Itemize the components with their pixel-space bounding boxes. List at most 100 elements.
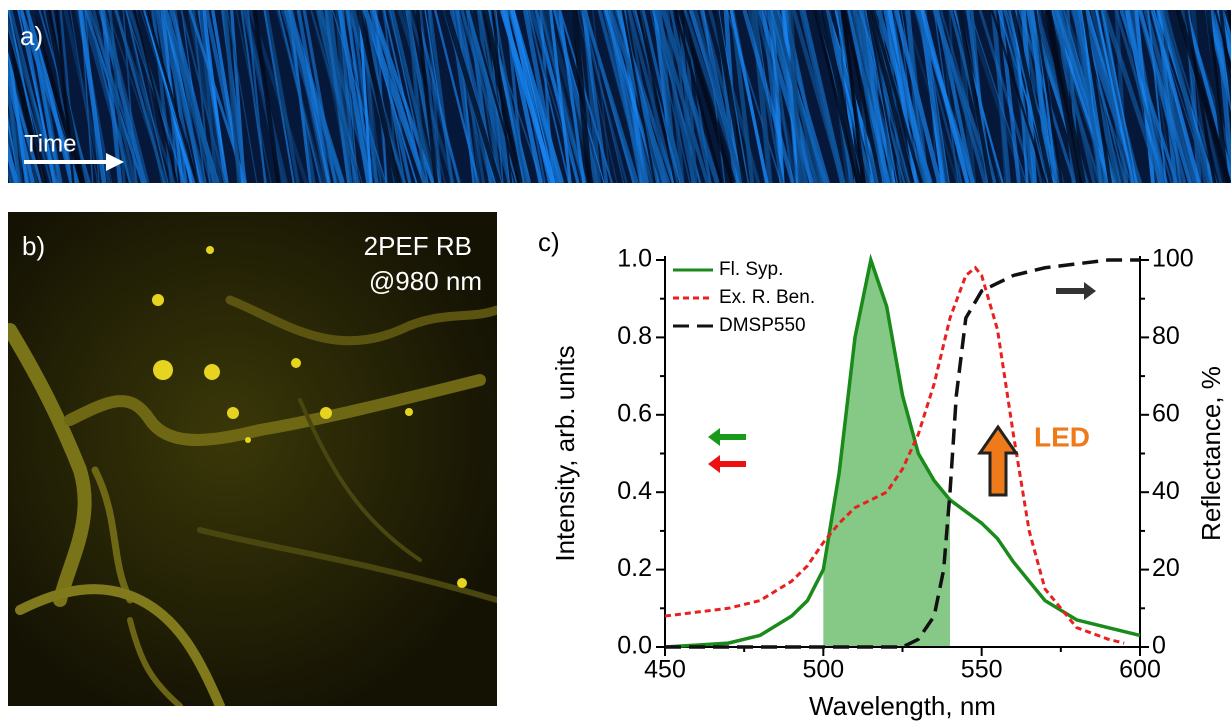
streak <box>1075 10 1104 183</box>
streak <box>106 10 167 183</box>
streak <box>904 10 930 183</box>
cell <box>152 294 164 306</box>
y2-axis-label: Reflectance, % <box>1196 366 1226 541</box>
legend-label: Ex. R. Ben. <box>719 287 815 308</box>
streak <box>611 10 662 183</box>
y2-tick-label: 0 <box>1152 632 1166 660</box>
streak <box>998 10 1021 183</box>
streak <box>752 10 773 183</box>
streak <box>922 10 950 183</box>
streak <box>342 10 359 183</box>
chart: 450 500 550 600 0.0 0.2 0.4 0.6 0.8 1.0 0 20 40 60 80 1… <box>550 245 1226 721</box>
streak-gap <box>144 10 199 183</box>
streak <box>1152 10 1209 183</box>
led-arrow <box>977 424 1019 497</box>
legend-label: Fl. Syp. <box>719 259 783 280</box>
streak <box>310 10 361 183</box>
streak-gap <box>8 30 48 183</box>
streak <box>80 10 135 183</box>
panel-label: c) <box>538 227 560 257</box>
streak <box>582 10 625 183</box>
streak <box>553 10 605 183</box>
cell <box>206 246 214 254</box>
streak-gap <box>866 10 900 183</box>
streak <box>791 10 845 183</box>
y-tick-label: 0.8 <box>617 322 652 350</box>
streak <box>769 10 809 183</box>
streak-gap <box>1205 10 1229 183</box>
left-axis-arrow <box>708 455 746 473</box>
y2-tick-label: 40 <box>1152 477 1180 505</box>
series-line <box>665 258 1140 649</box>
streak <box>693 10 744 183</box>
streak <box>69 10 99 183</box>
streak <box>8 117 21 183</box>
streak <box>100 10 123 183</box>
streak <box>903 10 959 183</box>
shaded-band <box>823 260 950 647</box>
streak-gap <box>571 10 593 183</box>
streak <box>729 10 769 183</box>
streak <box>1138 10 1192 183</box>
y2-tick-label: 20 <box>1152 554 1180 582</box>
streak <box>920 10 970 183</box>
led-label: LED <box>1034 421 1090 452</box>
streak <box>939 10 992 183</box>
cell <box>204 364 220 380</box>
streak <box>371 10 426 183</box>
y-tick-label: 0.6 <box>617 399 652 427</box>
streak <box>992 10 1009 183</box>
streak <box>577 10 618 183</box>
streak <box>324 10 351 183</box>
microscopy-background <box>8 212 497 706</box>
right-axis-arrow <box>1056 282 1096 300</box>
cell <box>245 437 251 443</box>
streak <box>772 10 822 183</box>
panel-label: a) <box>20 21 43 51</box>
streak <box>670 10 695 183</box>
streak <box>582 10 639 183</box>
streak <box>502 10 544 183</box>
streak <box>1047 10 1110 183</box>
streak <box>263 10 295 183</box>
streak <box>162 10 219 183</box>
streak <box>363 10 418 183</box>
streak <box>1021 10 1037 183</box>
streak <box>768 10 794 183</box>
streak <box>382 10 411 183</box>
streak <box>92 10 137 183</box>
streak-gap <box>870 10 923 183</box>
streak <box>534 10 580 183</box>
streak <box>1085 10 1134 183</box>
streak <box>493 10 527 183</box>
streak <box>925 10 938 183</box>
streak-gap <box>866 10 915 183</box>
streak-gap <box>1184 10 1217 183</box>
streak <box>742 10 795 183</box>
streak <box>1054 10 1115 183</box>
vessel <box>91 466 134 604</box>
x-tick-label: 450 <box>644 656 686 684</box>
x-tick-label: 500 <box>802 656 844 684</box>
streak-gap <box>252 10 281 183</box>
streak <box>859 10 911 183</box>
streak <box>337 10 371 183</box>
streak <box>898 10 920 183</box>
streak-gap <box>637 10 677 183</box>
streak <box>101 10 150 183</box>
left-axis-arrow <box>708 428 746 446</box>
streak-gap <box>133 10 178 183</box>
streak <box>1101 10 1138 183</box>
streak <box>597 10 648 183</box>
streak-gap <box>673 10 723 183</box>
streak <box>226 10 258 183</box>
streak-gap <box>820 10 862 183</box>
streak <box>1119 10 1179 183</box>
streak <box>641 10 685 183</box>
vessel <box>225 295 497 346</box>
y2-tick-label: 80 <box>1152 322 1180 350</box>
streak-gap <box>1175 10 1231 183</box>
streak <box>522 10 561 183</box>
streak <box>358 10 373 183</box>
